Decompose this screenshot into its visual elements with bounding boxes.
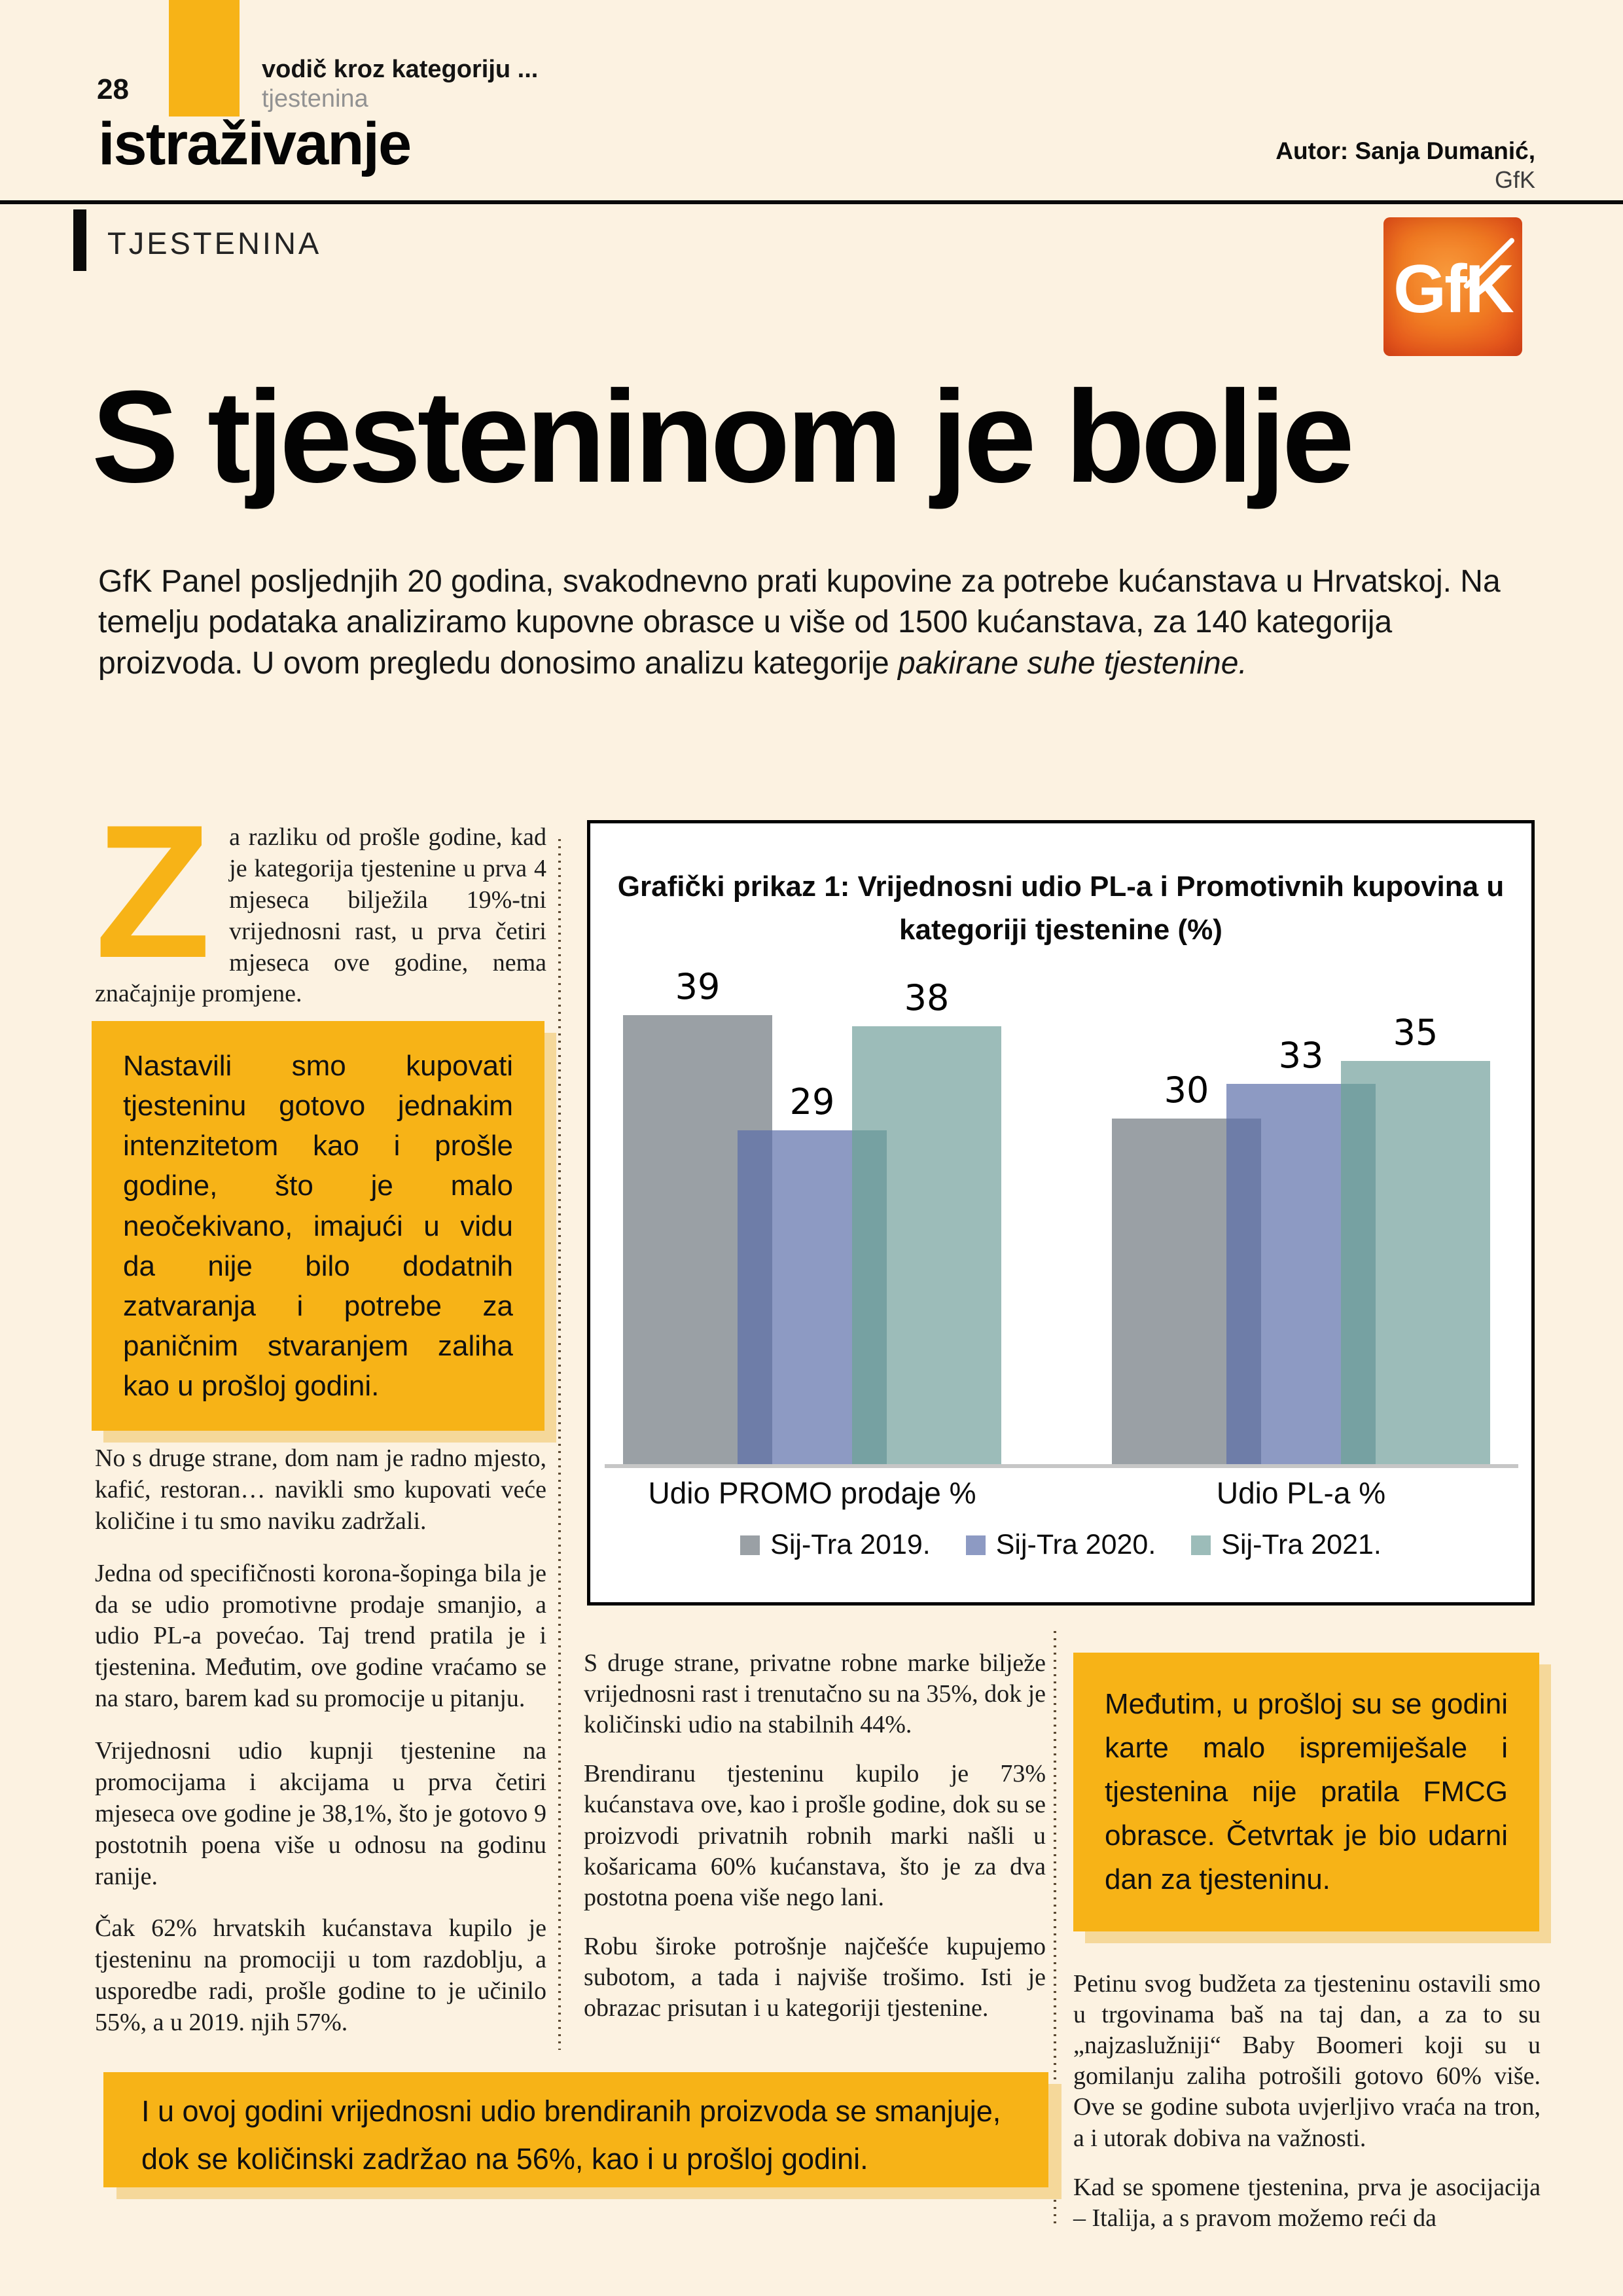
bar-overlap-shade bbox=[738, 1130, 772, 1464]
chart-legend: Sij-Tra 2019. Sij-Tra 2020. Sij-Tra 2021… bbox=[590, 1529, 1531, 1561]
chart-title: Grafički prikaz 1: Vrijednosni udio PL-a… bbox=[617, 870, 1505, 946]
legend-item-2019: Sij-Tra 2019. bbox=[740, 1529, 931, 1561]
legend-label-2019: Sij-Tra 2019. bbox=[770, 1529, 931, 1560]
paragraph: Petinu svog budžeta za tjesteninu ostavi… bbox=[1073, 1970, 1541, 2152]
section-title: istraživanje bbox=[98, 111, 412, 177]
legend-swatch-2019 bbox=[740, 1535, 760, 1555]
bar-value-label: 29 bbox=[789, 1081, 835, 1122]
chart-category-label-2: Udio PL-a % bbox=[1216, 1476, 1386, 1510]
bar-overlap-shade bbox=[1226, 1119, 1261, 1464]
article-intro: GfK Panel posljednjih 20 godina, svakodn… bbox=[98, 562, 1508, 684]
paragraph: Jedna od specifičnosti korona-šopinga bi… bbox=[95, 1559, 546, 1713]
kicker: vodič kroz kategoriju ... tjestenina bbox=[262, 55, 538, 114]
left-column: No s druge strane, dom nam je radno mjes… bbox=[95, 1443, 546, 2060]
bar-overlap-shade bbox=[852, 1130, 887, 1464]
intro-regular: GfK Panel posljednjih 20 godina, svakodn… bbox=[98, 564, 1501, 681]
intro-italic: pakirane suhe tjestenine. bbox=[898, 645, 1247, 681]
bar-value-label: 33 bbox=[1278, 1035, 1324, 1076]
bar-Sij-Tra 2021.-Udio PL-a % bbox=[1341, 1061, 1490, 1464]
bar-value-label: 39 bbox=[675, 966, 721, 1007]
category-tick-bar bbox=[73, 209, 86, 271]
bar-value-label: 38 bbox=[904, 977, 950, 1018]
paragraph: Robu široke potrošnje najčešće kupujemo … bbox=[584, 1932, 1046, 2022]
column-divider-left bbox=[558, 839, 561, 2050]
author-block: Autor: Sanja Dumanić, GfK bbox=[1275, 136, 1535, 194]
legend-item-2020: Sij-Tra 2020. bbox=[965, 1529, 1156, 1561]
kicker-subtitle: tjestenina bbox=[262, 84, 368, 113]
kicker-title: vodič kroz kategoriju ... bbox=[262, 56, 539, 83]
article-title: S tjesteninom je bolje bbox=[92, 364, 1355, 510]
gfk-logo: GfK bbox=[1383, 217, 1522, 356]
paragraph: Brendiranu tjesteninu kupilo je 73% kuća… bbox=[584, 1760, 1046, 1911]
dropcap-letter: Z bbox=[95, 785, 211, 997]
middle-column: S druge strane, privatne robne marke bil… bbox=[584, 1648, 1046, 2042]
paragraph: Čak 62% hrvatskih kućanstava kupilo je t… bbox=[95, 1914, 546, 2036]
paragraph: Kad se spomene tjestenina, prva je asoci… bbox=[1073, 2173, 1541, 2232]
paragraph: No s druge strane, dom nam je radno mjes… bbox=[95, 1444, 546, 1535]
legend-swatch-2020 bbox=[965, 1535, 986, 1555]
bar-value-label: 30 bbox=[1164, 1069, 1209, 1111]
category-label: TJESTENINA bbox=[107, 226, 322, 260]
chart-category-label-1: Udio PROMO prodaje % bbox=[648, 1476, 976, 1510]
legend-label-2021: Sij-Tra 2021. bbox=[1221, 1529, 1382, 1560]
bar-value-label: 35 bbox=[1393, 1012, 1438, 1053]
paragraph: Vrijednosni udio kupnji tjestenine na pr… bbox=[95, 1737, 546, 1890]
chart: Grafički prikaz 1: Vrijednosni udio PL-a… bbox=[587, 820, 1535, 1605]
logo-text: GfK bbox=[1393, 251, 1514, 327]
callout-box-3: I u ovoj godini vrijednosni udio brendir… bbox=[103, 2072, 1048, 2187]
author-organization: GfK bbox=[1494, 166, 1535, 194]
lead-paragraph: a razliku od prošle godine, kad je kateg… bbox=[95, 823, 546, 1008]
callout-box-1: Nastavili smo kupovati tjesteninu gotovo… bbox=[92, 1021, 544, 1431]
legend-swatch-2021 bbox=[1191, 1535, 1211, 1555]
chart-title-wrap: Grafički prikaz 1: Vrijednosni udio PL-a… bbox=[590, 865, 1531, 952]
legend-label-2020: Sij-Tra 2020. bbox=[995, 1529, 1156, 1560]
column-divider-right bbox=[1054, 1631, 1056, 2227]
right-column: Petinu svog budžeta za tjesteninu ostavi… bbox=[1073, 1969, 1541, 2252]
bar-Sij-Tra 2021.-Udio PROMO prodaje % bbox=[852, 1026, 1001, 1464]
page-number: 28 bbox=[97, 73, 129, 105]
bar-overlap-shade bbox=[1341, 1084, 1376, 1464]
chart-x-axis bbox=[605, 1464, 1518, 1468]
legend-item-2021: Sij-Tra 2021. bbox=[1191, 1529, 1382, 1561]
paragraph: S druge strane, privatne robne marke bil… bbox=[584, 1649, 1046, 1739]
lead-paragraph-block: Z a razliku od prošle godine, kad je kat… bbox=[95, 785, 546, 1031]
header-rule bbox=[0, 200, 1623, 204]
kicker-yellow-rect bbox=[169, 0, 240, 117]
callout-box-2: Međutim, u prošloj su se godini karte ma… bbox=[1073, 1653, 1539, 1932]
author-name: Autor: Sanja Dumanić, bbox=[1275, 137, 1535, 164]
